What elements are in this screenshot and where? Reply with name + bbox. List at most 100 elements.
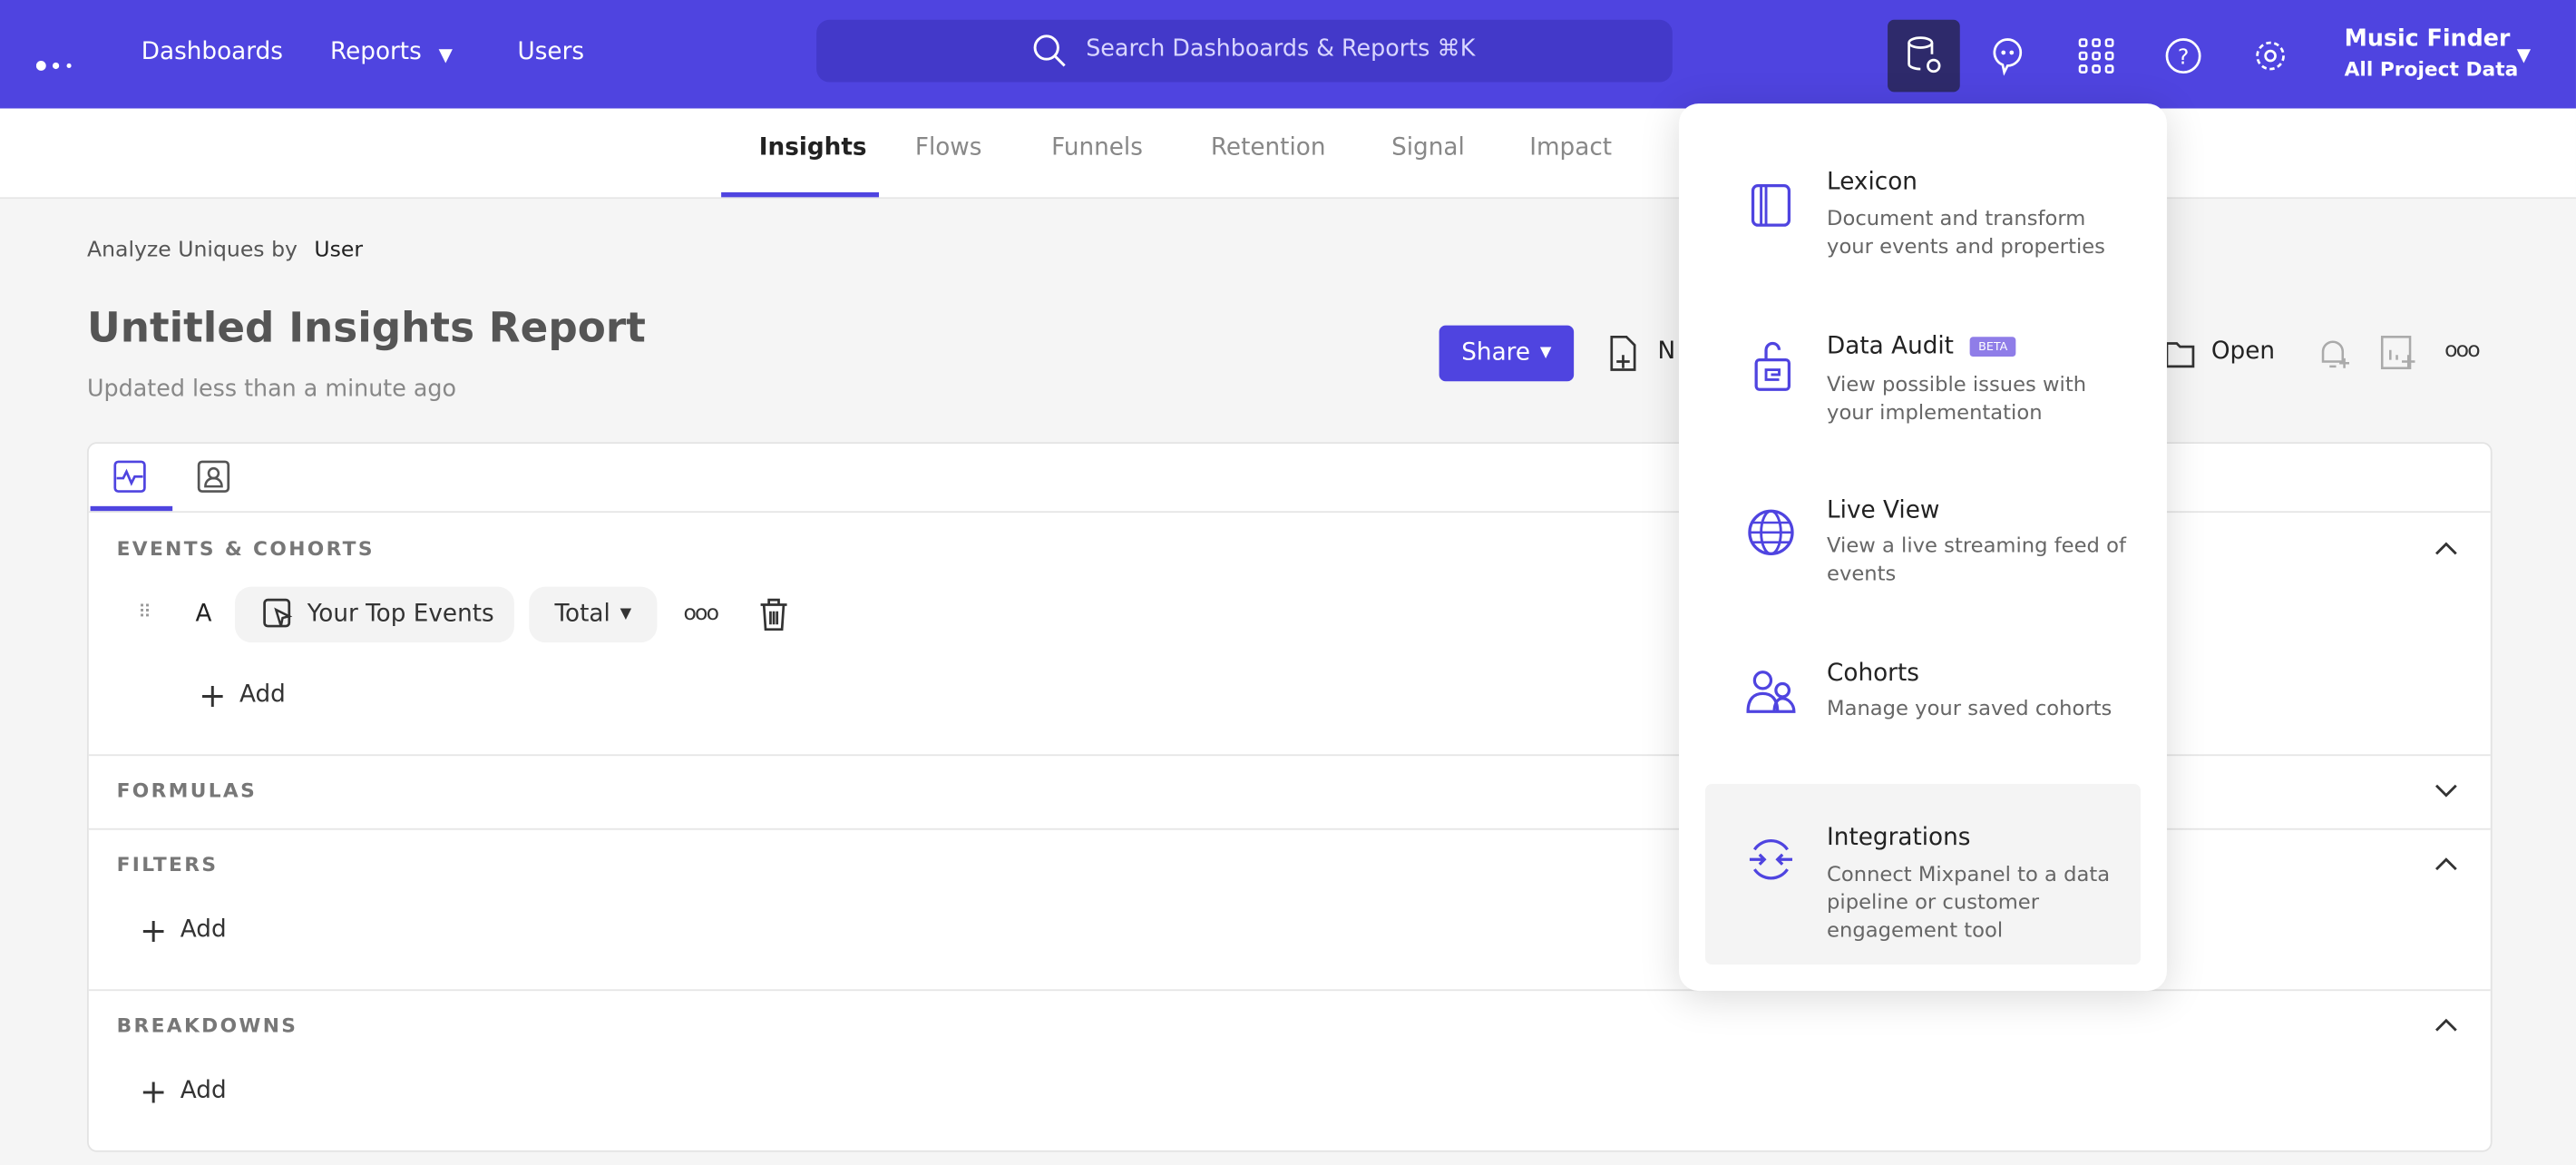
integrations-icon [1749, 839, 1793, 880]
trash-icon[interactable] [759, 598, 789, 631]
menu-item-title: Live View [1827, 497, 1940, 524]
menu-item-hover-bg [1705, 783, 2141, 965]
measure-value: Total [554, 601, 610, 628]
menu-item-desc: Document and transform your events and p… [1827, 205, 2105, 259]
project-name: Music Finder [2344, 25, 2511, 53]
card-tab-indicator [90, 505, 173, 512]
tab-impact[interactable]: Impact [1529, 134, 1613, 162]
analyze-label: Analyze Uniques by [86, 238, 298, 263]
nav-users[interactable]: Users [517, 39, 585, 66]
audit-lock-icon [1754, 341, 1791, 391]
project-selector[interactable]: Music Finder All Project Data [2345, 26, 2519, 81]
event-name: Your Top Events [307, 601, 494, 628]
plus-icon: + [139, 910, 168, 950]
apps-button[interactable] [2060, 20, 2132, 93]
insights-chart-icon[interactable] [113, 460, 146, 493]
share-button[interactable]: Share ▼ [1439, 325, 1575, 382]
divider [88, 754, 2491, 757]
gear-icon [2256, 41, 2285, 71]
section-events-cohorts[interactable]: EVENTS & COHORTS [116, 537, 375, 561]
report-title[interactable]: Untitled Insights Report [86, 304, 646, 352]
menu-item-data-audit[interactable]: Data Audit BETA View possible issues with… [1705, 318, 2141, 449]
plus-icon: + [199, 675, 227, 715]
analyze-value[interactable]: User [314, 238, 364, 263]
measure-selector[interactable]: Total ▼ [529, 586, 658, 643]
grid-icon [2078, 38, 2114, 73]
menu-item-integrations[interactable]: Integrations Connect Mixpanel to a data … [1705, 810, 2141, 958]
chevron-up-icon[interactable] [2433, 535, 2459, 562]
section-formulas[interactable]: FORMULAS [116, 778, 258, 802]
book-icon [1751, 184, 1791, 227]
tab-insights[interactable]: Insights [758, 134, 867, 162]
menu-item-lexicon[interactable]: Lexicon Document and transform your even… [1705, 152, 2141, 284]
nav-dashboards[interactable]: Dashboards [141, 39, 283, 66]
chat-button[interactable] [1971, 20, 2044, 93]
add-label: Add [180, 1078, 227, 1105]
caret-down-icon: ▼ [620, 606, 632, 623]
search-placeholder: Search Dashboards & Reports ⌘K [1086, 35, 1476, 63]
svg-text:?: ? [2178, 44, 2190, 70]
tab-retention[interactable]: Retention [1210, 134, 1326, 162]
menu-item-live-view[interactable]: Live View View a live streaming feed of … [1705, 482, 2141, 613]
updated-text: Updated less than a minute ago [86, 376, 457, 403]
menu-item-desc: View possible issues with your implement… [1827, 371, 2087, 425]
add-label: Add [239, 681, 286, 709]
add-event-button[interactable]: + Add [199, 675, 286, 715]
add-filter-button[interactable]: + Add [139, 910, 227, 950]
caret-down-icon: ▼ [1539, 345, 1552, 362]
top-nav-bar: Dashboards Reports ▼ Users Search Dashbo… [0, 0, 2576, 109]
user-profile-icon[interactable] [197, 460, 230, 493]
add-breakdown-button[interactable]: + Add [139, 1071, 227, 1111]
data-management-button[interactable] [1888, 19, 1960, 93]
section-breakdowns[interactable]: BREAKDOWNS [116, 1013, 298, 1037]
cursor-click-icon [263, 598, 293, 628]
new-report-icon[interactable] [1608, 335, 1638, 371]
menu-item-desc: Connect Mixpanel to a data pipeline or c… [1827, 861, 2111, 942]
caret-down-icon[interactable]: ▼ [438, 44, 453, 66]
tab-funnels[interactable]: Funnels [1051, 134, 1143, 162]
tab-signal[interactable]: Signal [1391, 134, 1465, 162]
help-icon: ? [2165, 38, 2201, 74]
beta-badge: BETA [1970, 337, 2016, 357]
search-input[interactable]: Search Dashboards & Reports ⌘K [816, 19, 1673, 83]
chevron-up-icon[interactable] [2433, 1013, 2459, 1039]
settings-button[interactable] [2234, 20, 2307, 93]
analyze-by: Analyze Uniques by User [87, 239, 363, 263]
menu-item-desc: Manage your saved cohorts [1827, 695, 2113, 720]
globe-icon [1748, 509, 1794, 556]
menu-item-cohorts[interactable]: Cohorts Manage your saved cohorts [1705, 646, 2141, 761]
tab-flows[interactable]: Flows [914, 134, 982, 162]
active-tab-indicator [721, 191, 879, 198]
menu-item-title: Data Audit [1827, 333, 1954, 360]
drag-handle-icon[interactable]: ⠿ [138, 601, 151, 623]
caret-down-icon[interactable]: ▼ [2516, 44, 2532, 66]
menu-item-desc: View a live streaming feed of events [1827, 532, 2126, 585]
plus-icon: + [139, 1071, 168, 1111]
add-to-dashboard-icon[interactable] [2380, 335, 2416, 371]
event-selector[interactable]: Your Top Events [235, 586, 514, 643]
more-options-icon[interactable]: ooo [2444, 338, 2481, 364]
new-button[interactable]: N [1657, 338, 1676, 366]
chevron-down-icon[interactable] [2433, 778, 2459, 804]
share-label: Share [1461, 339, 1531, 367]
menu-item-title: Lexicon [1827, 169, 1917, 196]
chevron-up-icon[interactable] [2433, 851, 2459, 877]
menu-item-title: Cohorts [1827, 661, 1919, 688]
database-gear-icon [1908, 36, 1941, 73]
more-options-icon[interactable]: ooo [683, 601, 719, 627]
add-label: Add [180, 916, 227, 944]
section-filters[interactable]: FILTERS [116, 853, 219, 876]
project-scope: All Project Data [2344, 57, 2519, 81]
chat-icon [1993, 38, 2023, 76]
search-icon [1033, 34, 1066, 67]
divider [88, 827, 2491, 830]
menu-item-title: Integrations [1827, 825, 1971, 852]
logo-icon[interactable] [35, 48, 75, 79]
help-button[interactable]: ? [2147, 20, 2220, 93]
nav-reports[interactable]: Reports [330, 39, 422, 66]
open-button[interactable]: Open [2210, 338, 2276, 366]
folder-open-icon[interactable] [2163, 337, 2196, 369]
bell-add-icon[interactable] [2317, 335, 2353, 371]
event-letter: A [195, 601, 212, 628]
